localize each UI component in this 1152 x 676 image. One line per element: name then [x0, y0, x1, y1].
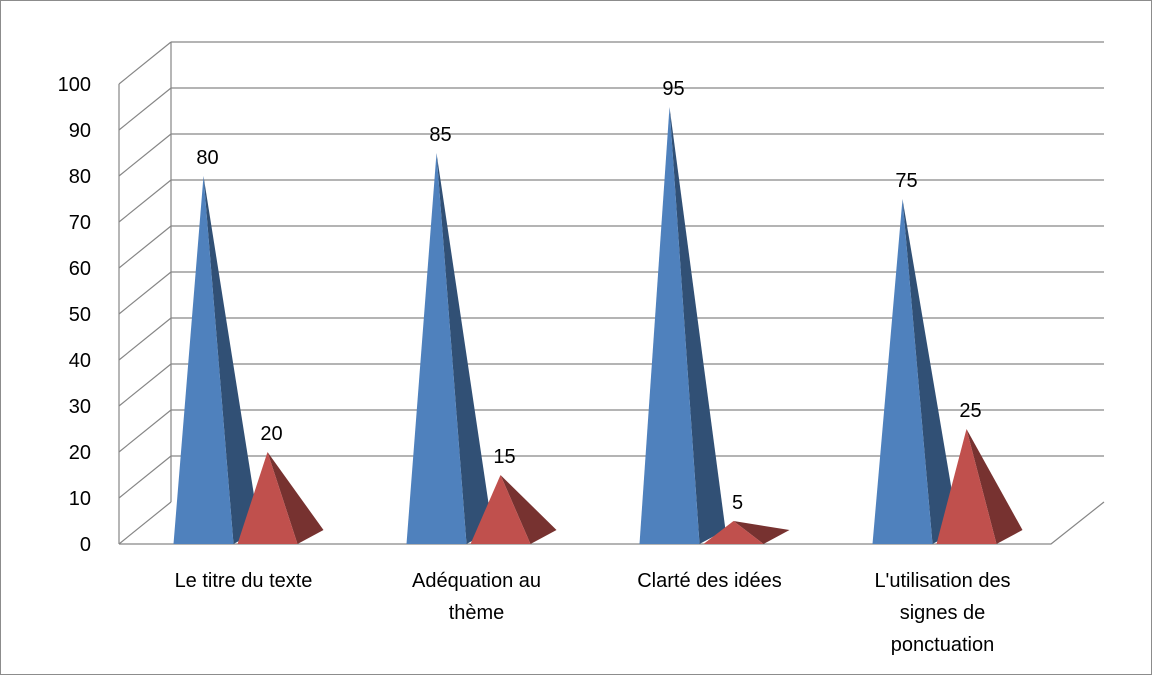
gridline-side	[118, 317, 172, 361]
category-label-line: Le titre du texte	[175, 570, 313, 592]
data-marks	[173, 107, 1023, 544]
category-label-line: Clarté des idées	[637, 570, 782, 592]
data-label: 80	[196, 147, 218, 169]
category-label: Adéquation au thème	[412, 570, 541, 624]
data-label: 5	[732, 492, 743, 514]
pyramid-side	[733, 521, 790, 544]
pyramid-side	[902, 199, 959, 544]
data-labels: 80 20 85 15 95 5 75 25	[196, 78, 981, 514]
gridline-side	[118, 225, 172, 269]
y-tick-label: 90	[69, 120, 91, 142]
gridline-side	[118, 455, 172, 499]
pyramid-bar	[703, 521, 764, 544]
data-label: 95	[662, 78, 684, 100]
y-tick-label: 10	[69, 488, 91, 510]
data-label: 75	[895, 170, 917, 192]
y-tick-label: 20	[69, 442, 91, 464]
y-tick-label: 70	[69, 212, 91, 234]
category-label: Le titre du texte	[175, 570, 313, 592]
y-tick-label: 30	[69, 396, 91, 418]
gridline-side	[118, 501, 172, 545]
category-labels: Le titre du texte Adéquation au thème Clart…	[175, 570, 1011, 656]
gridline-side	[118, 133, 172, 177]
pyramid-side	[966, 429, 1023, 544]
pyramid-bar	[936, 429, 997, 544]
y-tick-label: 50	[69, 304, 91, 326]
data-label: 20	[260, 423, 282, 445]
gridline-side	[118, 87, 172, 131]
pyramid-side	[203, 176, 260, 544]
category-label-line: Adéquation au	[412, 570, 541, 592]
pyramid-side	[267, 452, 324, 544]
category-label-line: thème	[449, 602, 505, 624]
pyramid-bar	[237, 452, 298, 544]
y-tick-label: 0	[80, 534, 91, 556]
gridline-side	[118, 271, 172, 315]
pyramid-bar	[470, 475, 531, 544]
category-label-line: L'utilisation des	[874, 570, 1010, 592]
category-label-line: ponctuation	[891, 634, 994, 656]
y-tick-label: 100	[58, 74, 91, 96]
y-tick-label: 40	[69, 350, 91, 372]
category-label: Clarté des idées	[637, 570, 782, 592]
gridline-side	[118, 363, 172, 407]
y-tick-label: 80	[69, 166, 91, 188]
pyramid-bar	[173, 176, 234, 544]
category-label: L'utilisation des signes de ponctuation	[874, 570, 1010, 656]
gridline-side	[118, 179, 172, 223]
category-label-line: signes de	[900, 602, 986, 624]
gridlines	[118, 41, 1105, 545]
gridline-side	[118, 41, 172, 85]
pyramid-side	[669, 107, 726, 544]
pyramid-side	[436, 153, 493, 544]
pyramid-bar	[872, 199, 933, 544]
data-label: 85	[429, 124, 451, 146]
gridline-side	[118, 409, 172, 453]
pyramid-bar	[639, 107, 700, 544]
pyramid-bar	[406, 153, 467, 544]
pyramid-side	[500, 475, 557, 544]
data-label: 15	[493, 446, 515, 468]
y-axis-tick-labels: 0 10 20 30 40 50 60 70 80 90 100	[58, 74, 91, 556]
data-label: 25	[959, 400, 981, 422]
y-tick-label: 60	[69, 258, 91, 280]
